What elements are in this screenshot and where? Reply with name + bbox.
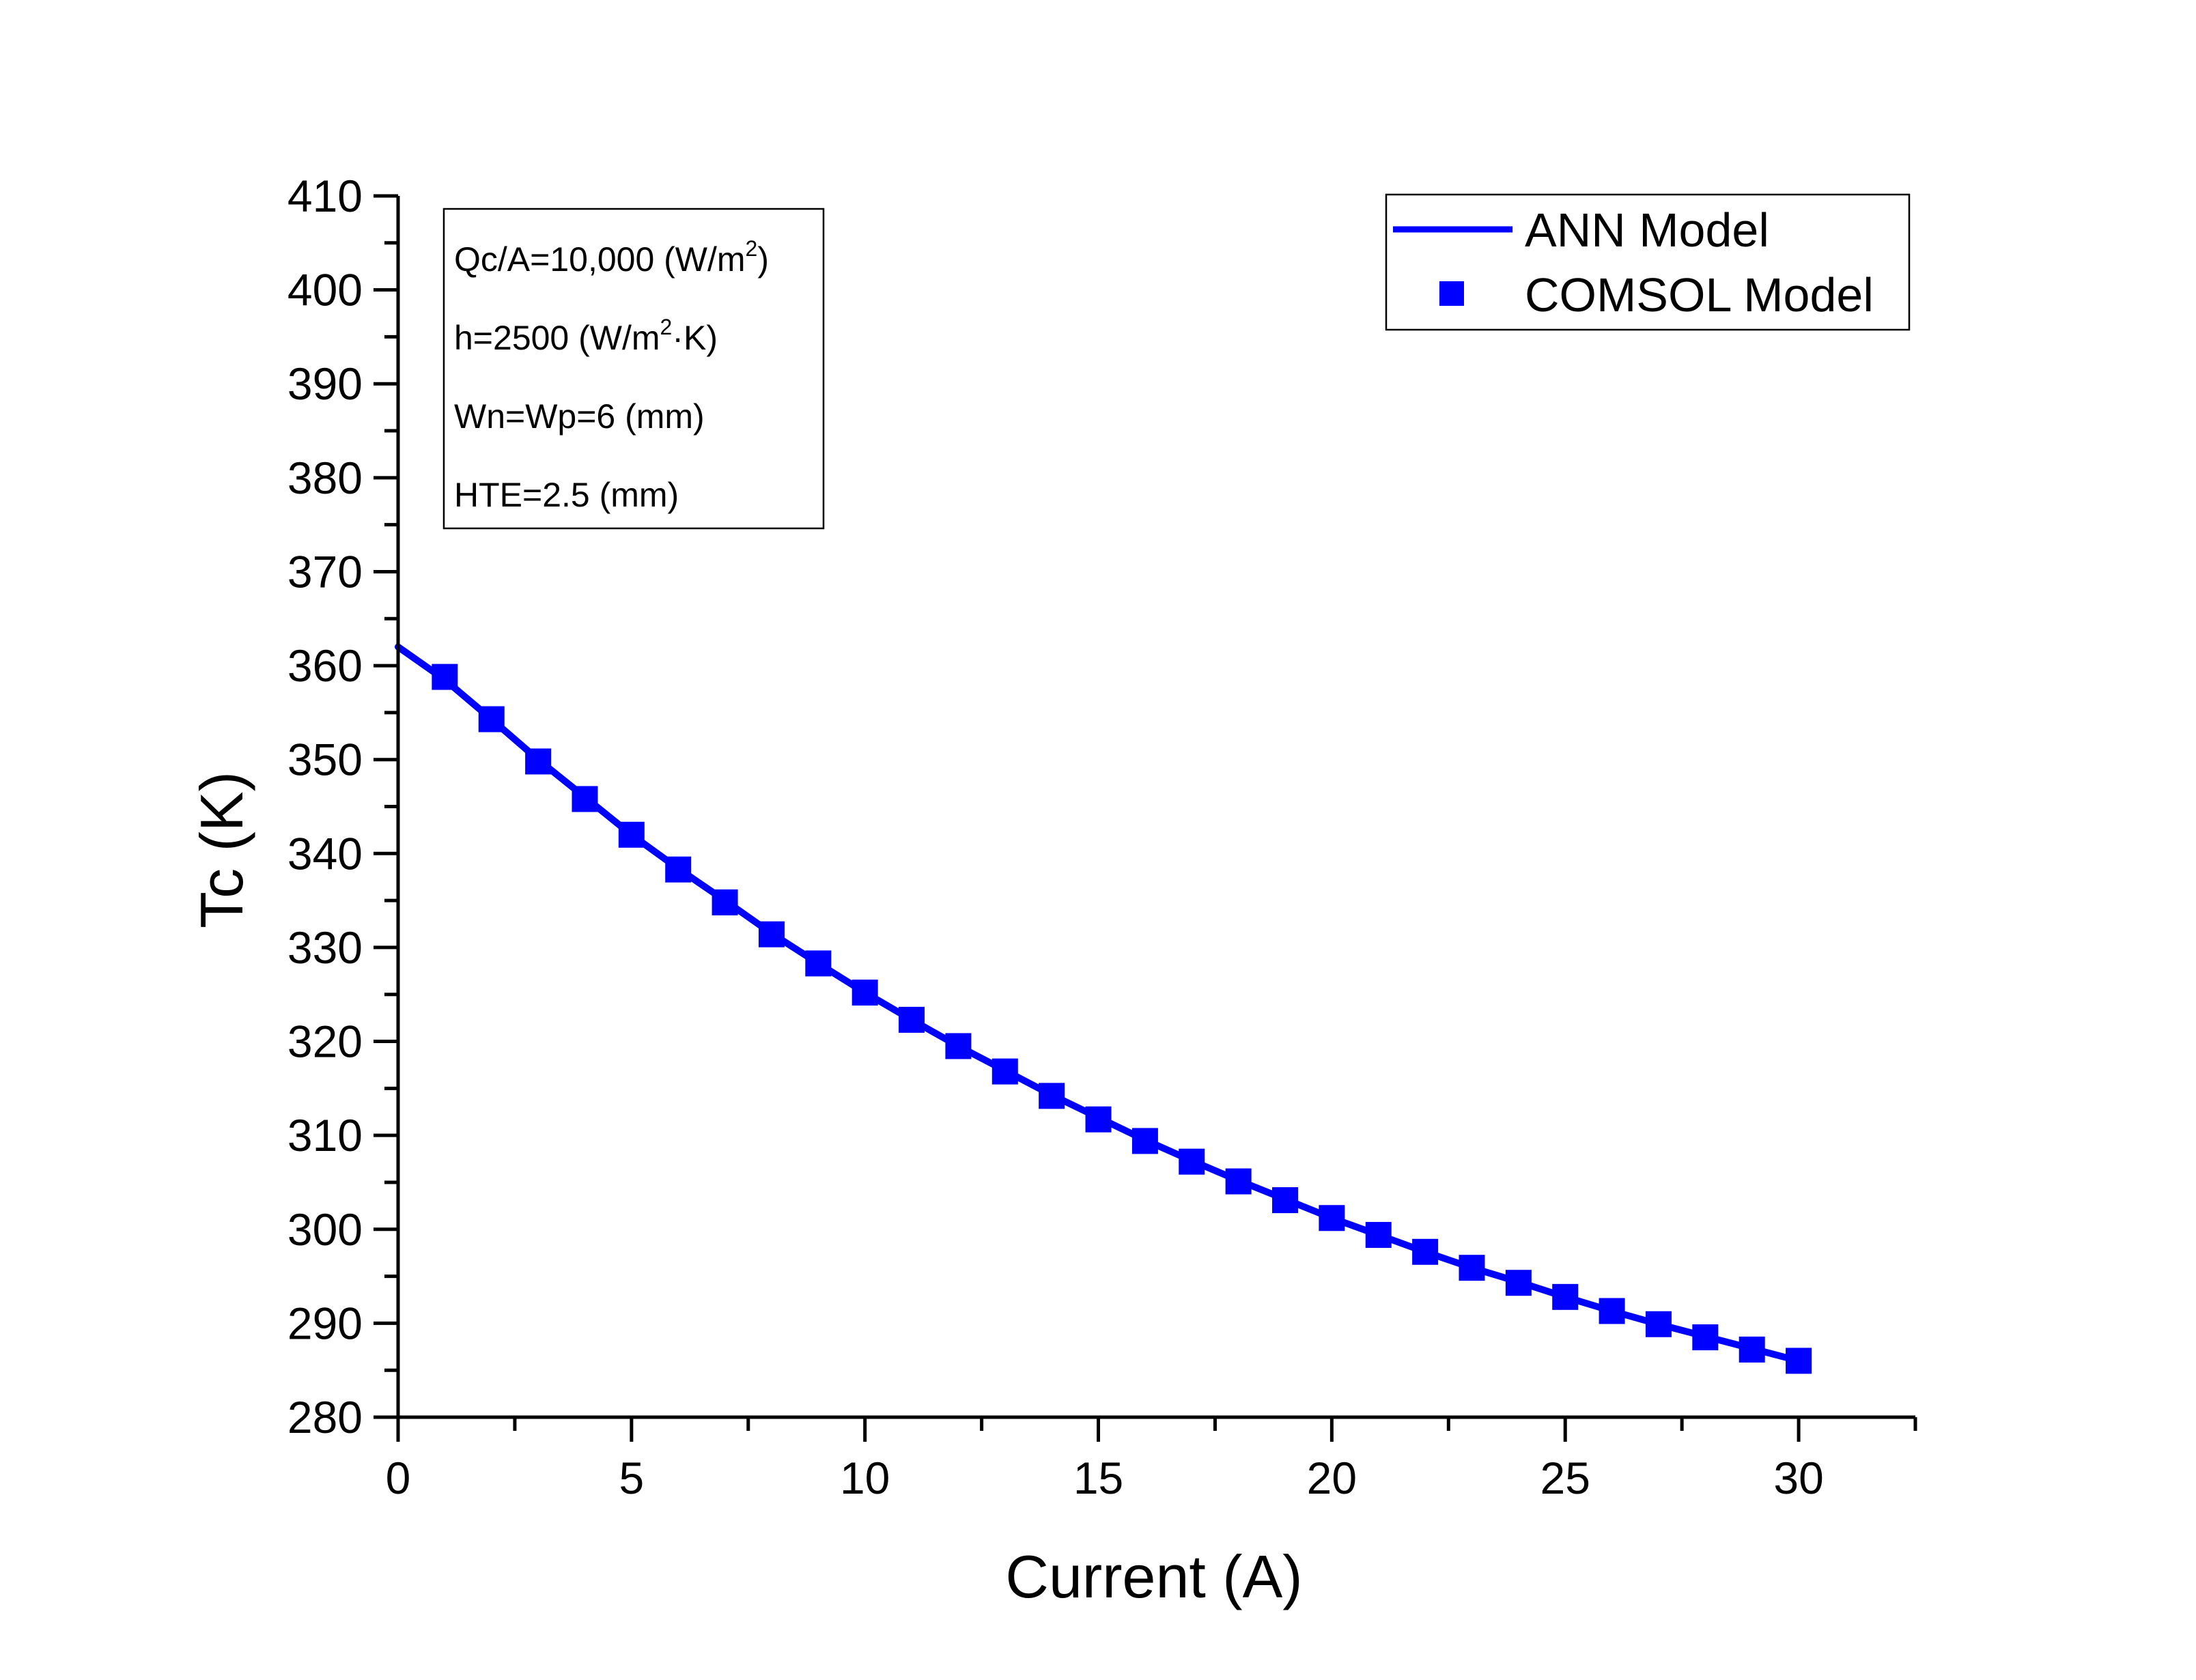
plot-area <box>395 643 1812 1374</box>
comsol-marker <box>1131 1128 1158 1154</box>
comsol-marker <box>851 979 878 1006</box>
comsol-marker <box>1552 1283 1579 1310</box>
comsol-marker <box>945 1033 972 1059</box>
comsol-marker <box>1645 1311 1672 1337</box>
comsol-marker <box>1225 1168 1252 1195</box>
comsol-marker <box>665 856 692 883</box>
x-axis-title: Current (A) <box>1005 1543 1302 1610</box>
annotation-box: Qc/A=10,000 (W/m2) h=2500 (W/m2·K) Wn=Wp… <box>442 208 825 530</box>
comsol-marker <box>572 786 598 812</box>
annotation-line-3: Wn=Wp=6 (mm) <box>454 397 705 436</box>
axes: 2802903003103203303403503603703803904004… <box>287 171 1917 1503</box>
legend: ANN Model COMSOL Model <box>1385 193 1911 331</box>
y-axis-title: Tc (K) <box>188 771 255 928</box>
x-tick-label: 25 <box>1540 1453 1590 1503</box>
legend-label-comsol: COMSOL Model <box>1525 268 1874 322</box>
comsol-marker <box>1459 1255 1485 1281</box>
comsol-marker <box>991 1058 1018 1085</box>
x-tick-label: 10 <box>840 1453 890 1503</box>
y-tick-label: 370 <box>287 546 363 597</box>
comsol-marker <box>712 889 738 915</box>
comsol-marker <box>618 821 645 848</box>
comsol-marker <box>758 921 785 948</box>
comsol-marker <box>525 748 552 775</box>
y-tick-label: 390 <box>287 358 363 409</box>
comsol-marker <box>1505 1270 1532 1296</box>
y-tick-label: 280 <box>287 1392 363 1442</box>
comsol-marker <box>899 1006 925 1033</box>
comsol-marker <box>1319 1205 1345 1231</box>
comsol-marker <box>1039 1083 1065 1109</box>
y-tick-label: 300 <box>287 1204 363 1255</box>
legend-square-swatch <box>1439 281 1464 306</box>
y-tick-label: 350 <box>287 735 363 785</box>
comsol-marker <box>1085 1106 1112 1133</box>
x-tick-label: 0 <box>386 1453 411 1503</box>
y-tick-label: 410 <box>287 171 363 221</box>
y-tick-label: 400 <box>287 265 363 315</box>
comsol-marker <box>1692 1324 1719 1351</box>
x-tick-label: 5 <box>619 1453 644 1503</box>
annotation-frame <box>442 208 825 530</box>
y-tick-label: 310 <box>287 1110 363 1161</box>
comsol-marker <box>432 664 458 690</box>
annotation-line-4: HTE=2.5 (mm) <box>454 476 679 514</box>
legend-frame <box>1385 193 1911 331</box>
comsol-marker <box>478 706 505 732</box>
annotation-line-2: h=2500 (W/m2·K) <box>454 315 718 357</box>
legend-label-ann: ANN Model <box>1525 203 1769 257</box>
y-tick-label: 330 <box>287 922 363 973</box>
y-tick-label: 290 <box>287 1298 363 1348</box>
comsol-marker <box>1786 1348 1812 1374</box>
x-tick-label: 15 <box>1073 1453 1123 1503</box>
y-tick-label: 360 <box>287 640 363 691</box>
comsol-marker <box>1179 1148 1205 1175</box>
comsol-marker <box>805 950 832 977</box>
comsol-marker <box>1412 1238 1439 1265</box>
y-tick-label: 380 <box>287 453 363 503</box>
y-tick-label: 320 <box>287 1016 363 1067</box>
comsol-marker <box>1365 1222 1392 1249</box>
annotation-line-1: Qc/A=10,000 (W/m2) <box>454 236 769 279</box>
comsol-marker <box>1272 1187 1299 1214</box>
x-tick-label: 20 <box>1307 1453 1357 1503</box>
x-tick-label: 30 <box>1773 1453 1823 1503</box>
y-tick-label: 340 <box>287 828 363 879</box>
comsol-marker <box>1738 1336 1765 1363</box>
comsol-marker <box>1599 1298 1625 1324</box>
